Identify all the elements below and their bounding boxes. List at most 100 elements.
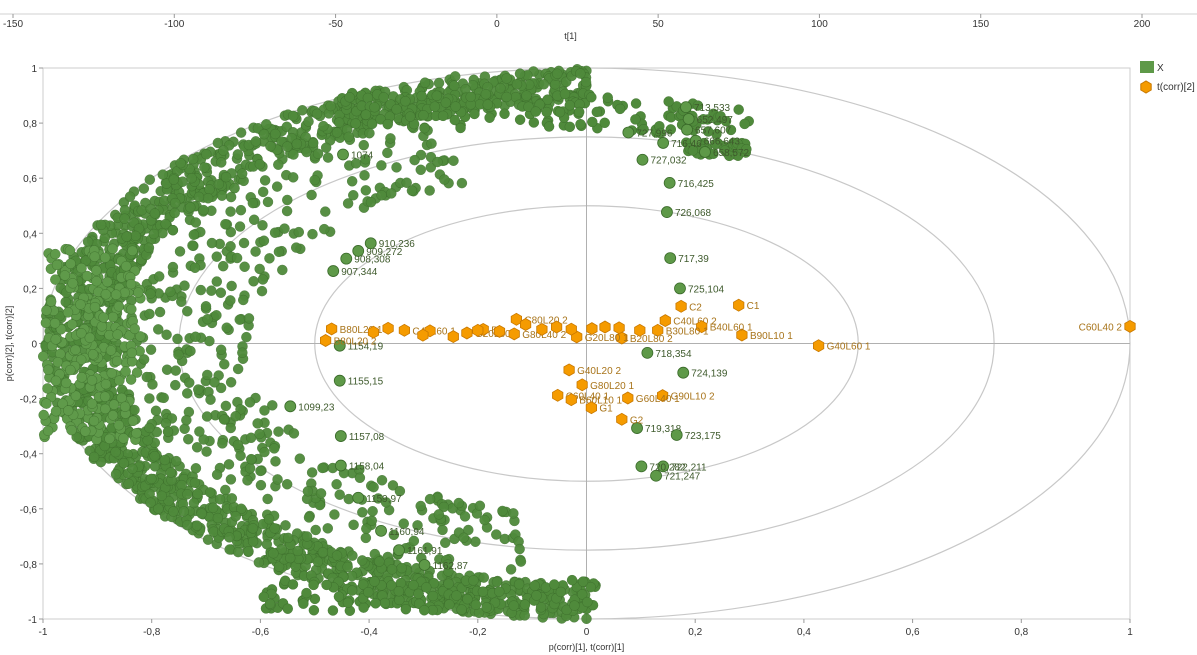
x-axis-tick-label: 1 xyxy=(1127,627,1133,638)
loading-point xyxy=(70,390,82,401)
loading-point xyxy=(193,191,205,203)
loading-point xyxy=(145,497,156,508)
loading-point xyxy=(138,183,150,194)
loading-point xyxy=(331,127,343,138)
tcorr-point xyxy=(510,312,522,326)
tcorr-point xyxy=(616,412,628,426)
loading-point xyxy=(170,379,181,391)
tcorr-point-label: G20L80 1 xyxy=(585,333,629,344)
loading-point xyxy=(288,428,300,439)
tcorr-point xyxy=(398,323,411,337)
loading-point xyxy=(76,328,87,339)
loading-point xyxy=(232,363,244,375)
loading-point xyxy=(287,110,299,122)
loading-point xyxy=(273,159,284,170)
x-point-label: 725,104 xyxy=(688,284,725,295)
loading-point xyxy=(470,536,481,547)
loading-point xyxy=(376,190,387,201)
variable-point-cloud xyxy=(38,64,754,624)
loading-point xyxy=(519,610,530,621)
x-point xyxy=(364,237,377,250)
loading-point xyxy=(394,485,406,497)
x-point-label: 713,533 xyxy=(694,103,731,114)
tcorr-point-label: B80L20 1 xyxy=(340,325,383,336)
loading-point xyxy=(190,217,202,228)
loading-point xyxy=(306,189,317,201)
x-point xyxy=(677,366,690,379)
x-point xyxy=(334,459,347,472)
loading-point xyxy=(177,176,188,187)
loading-point xyxy=(554,106,566,118)
loading-point xyxy=(201,149,212,160)
loading-point xyxy=(138,354,150,365)
loading-point xyxy=(346,570,358,582)
tcorr-point xyxy=(613,321,625,335)
loading-point xyxy=(581,613,592,624)
loading-point xyxy=(439,174,450,185)
loading-point xyxy=(204,487,216,498)
series-tcorr-points: C60L40 2 G40L60 1 B90L10 1 C1 C2 C40L60 2B40L… xyxy=(319,298,1136,426)
loading-point xyxy=(564,121,576,133)
x-point-label: 722,211 xyxy=(671,462,707,473)
top-axis-label: t[1] xyxy=(564,31,577,41)
loading-point xyxy=(408,579,419,591)
loading-point xyxy=(178,506,189,517)
loading-point xyxy=(144,488,155,500)
tcorr-point-label: G80L20 1 xyxy=(590,381,634,392)
loading-point xyxy=(211,310,222,321)
tcorr-point-label: G40L60 1 xyxy=(827,342,871,353)
loading-point xyxy=(217,260,229,272)
loading-point xyxy=(322,152,334,163)
loading-point xyxy=(437,524,448,536)
loading-point xyxy=(119,287,130,299)
loading-point xyxy=(157,227,168,239)
loading-point xyxy=(50,375,62,386)
loading-point xyxy=(301,587,312,599)
y-axis-tick-label: -1 xyxy=(28,615,37,626)
loading-point xyxy=(220,219,231,230)
loading-point xyxy=(254,159,266,170)
loading-point xyxy=(63,405,74,416)
loading-point xyxy=(119,213,130,224)
loading-point xyxy=(45,296,57,307)
tcorr-point-label: G2 xyxy=(630,415,644,426)
x-point-label: 716,46 xyxy=(671,139,702,150)
loading-point xyxy=(585,581,596,593)
loading-point xyxy=(206,285,217,296)
loading-point xyxy=(131,428,142,439)
loading-point xyxy=(211,276,222,287)
loading-point xyxy=(419,605,430,616)
loading-point xyxy=(474,500,486,511)
loading-point xyxy=(315,488,327,499)
loading-point xyxy=(61,377,72,389)
loading-point xyxy=(244,463,256,474)
loading-point xyxy=(362,92,374,104)
loading-point xyxy=(167,224,179,236)
tcorr-point xyxy=(520,318,532,331)
loading-point xyxy=(575,68,586,79)
loading-point xyxy=(196,508,207,519)
tcorr-point xyxy=(447,330,459,344)
y-axis-tick-label: 0,8 xyxy=(23,119,37,130)
loading-point xyxy=(365,196,377,208)
loading-point xyxy=(157,169,168,180)
loading-point xyxy=(739,118,750,130)
loading-point xyxy=(514,543,525,555)
tcorr-point xyxy=(382,321,394,335)
loading-point xyxy=(456,604,467,615)
loading-point xyxy=(214,494,226,505)
loading-point xyxy=(458,532,469,543)
loading-point xyxy=(715,111,726,122)
loading-point xyxy=(129,404,140,416)
x-point xyxy=(375,524,387,537)
tcorr-point xyxy=(813,339,825,353)
loading-point xyxy=(459,511,471,522)
loading-point xyxy=(118,457,130,469)
loading-point xyxy=(167,261,179,273)
loading-point xyxy=(171,455,182,467)
loading-point xyxy=(582,596,593,608)
tcorr-point xyxy=(563,363,575,377)
loading-point xyxy=(62,307,74,318)
x-point-label: 666,643 xyxy=(704,137,741,148)
